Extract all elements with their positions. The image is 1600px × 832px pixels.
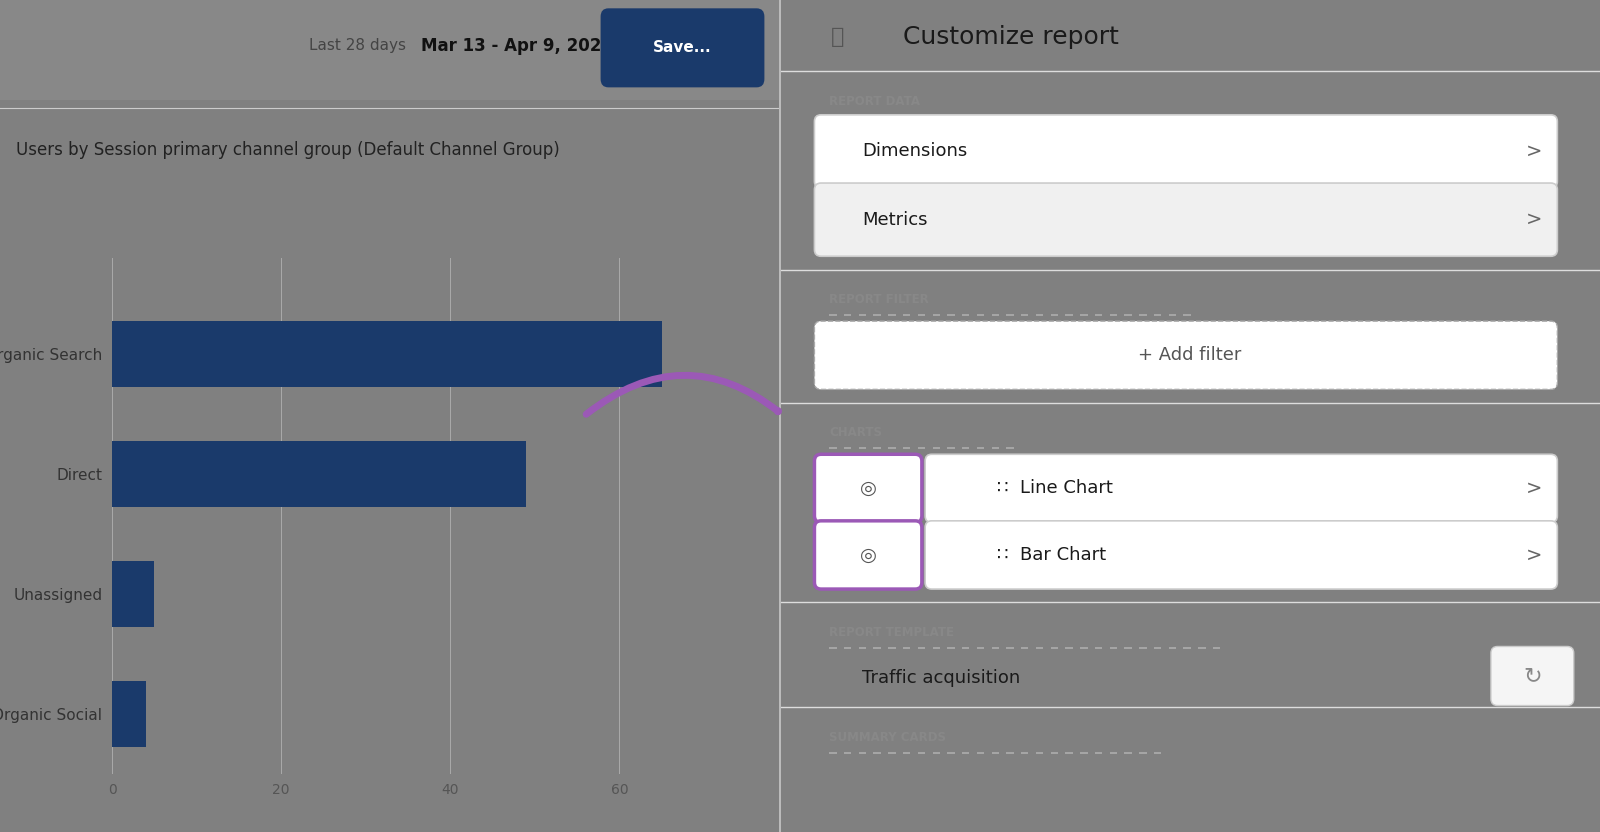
Text: REPORT TEMPLATE: REPORT TEMPLATE: [829, 626, 954, 639]
FancyBboxPatch shape: [0, 0, 781, 100]
Text: ∷  Line Chart: ∷ Line Chart: [997, 479, 1114, 498]
FancyBboxPatch shape: [925, 521, 1557, 589]
Text: Mar 13 - Apr 9, 2024: Mar 13 - Apr 9, 2024: [421, 37, 613, 55]
FancyBboxPatch shape: [814, 521, 922, 589]
Text: Traffic acquisition: Traffic acquisition: [862, 669, 1021, 687]
Text: REPORT DATA: REPORT DATA: [829, 95, 920, 108]
FancyBboxPatch shape: [814, 454, 922, 522]
Text: Dimensions: Dimensions: [862, 142, 968, 161]
FancyBboxPatch shape: [814, 115, 1557, 188]
Text: ∷  Bar Chart: ∷ Bar Chart: [997, 546, 1107, 564]
Text: >: >: [1526, 479, 1542, 498]
Text: CHARTS: CHARTS: [829, 426, 882, 439]
Text: Users by Session primary channel group (Default Channel Group): Users by Session primary channel group (…: [16, 141, 560, 159]
Text: Last 28 days: Last 28 days: [309, 38, 406, 53]
Text: Metrics: Metrics: [862, 210, 928, 229]
Text: >: >: [1526, 546, 1542, 564]
Text: REPORT FILTER: REPORT FILTER: [829, 293, 930, 306]
Text: ⧉: ⧉: [830, 27, 845, 47]
Text: ↻: ↻: [1523, 666, 1542, 686]
FancyBboxPatch shape: [814, 321, 1557, 389]
FancyBboxPatch shape: [600, 8, 765, 87]
FancyBboxPatch shape: [925, 454, 1557, 522]
Bar: [112, 441, 526, 507]
Bar: [112, 561, 154, 626]
Bar: [112, 681, 146, 747]
Text: Customize report: Customize report: [902, 26, 1118, 49]
FancyBboxPatch shape: [814, 183, 1557, 256]
Text: + Add filter: + Add filter: [1138, 346, 1242, 364]
Text: >: >: [1526, 210, 1542, 229]
FancyBboxPatch shape: [1491, 646, 1574, 706]
Text: Save...: Save...: [653, 40, 712, 55]
Text: ◎: ◎: [861, 479, 877, 498]
Text: SUMMARY CARDS: SUMMARY CARDS: [829, 730, 946, 744]
Text: >: >: [1526, 142, 1542, 161]
Bar: [112, 321, 662, 387]
Text: ◎: ◎: [861, 546, 877, 564]
